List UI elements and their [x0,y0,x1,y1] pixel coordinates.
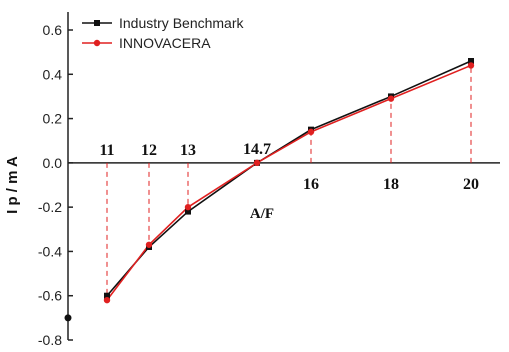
point-circle [184,203,192,211]
series-points [64,58,475,322]
y-tick-label: 0.6 [43,22,63,38]
legend-label: Industry Benchmark [119,15,244,31]
x-tick-label: 13 [180,142,196,159]
series-line-1 [106,64,472,301]
legend-marker-square [94,20,100,26]
legend-marker-circle [93,39,101,47]
point-square [104,292,110,299]
axes: 0.6 0.4 0.2 0.0 -0.2 -0.4 -0.6 -0.8 [38,12,500,348]
x-tick-label: 18 [383,176,399,193]
x-tick-label: 20 [463,176,479,193]
point-circle [387,95,395,102]
point-circle [145,241,153,248]
point-square [185,208,191,215]
y-tick-label: 0.2 [43,111,63,127]
extra-point [64,314,72,322]
x-tick-label: 11 [99,142,114,159]
y-tick-label: -0.4 [38,243,62,259]
y-tick-label: 0.0 [43,155,63,171]
chart-labels: I p / m A A/F 11 12 13 14.7 16 18 20 [4,141,479,222]
drop-lines [106,61,472,301]
point-circle [467,62,475,69]
legend-label: INNOVACERA [119,35,211,51]
x-tick-label: 12 [141,142,157,159]
legend: Industry Benchmark INNOVACERA [82,15,244,51]
y-tick-label: -0.6 [38,288,62,304]
point-circle [253,159,261,167]
y-tick-label: 0.4 [43,66,63,82]
y-tick-label: -0.2 [38,199,62,215]
series-lines [106,60,472,301]
point-square [468,58,474,64]
point-circle [307,128,315,136]
y-tick-label: -0.8 [38,332,62,348]
y-axis-label: I p / m A [4,156,21,214]
point-circle [103,296,111,304]
x-tick-label: 16 [303,176,319,193]
x-tick-label: 14.7 [243,141,271,158]
series-line-0 [106,60,472,297]
x-axis-label: A/F [250,206,274,222]
